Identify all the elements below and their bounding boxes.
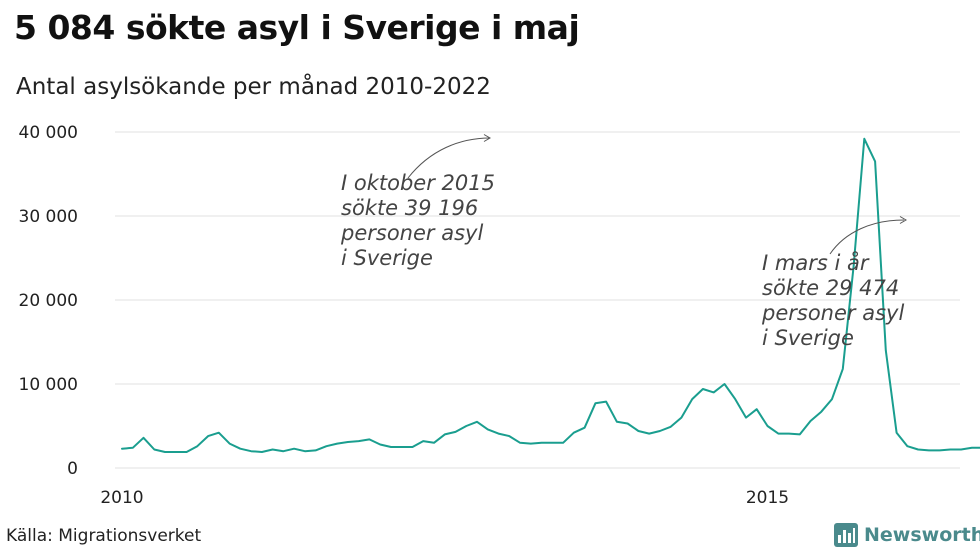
y-tick-label: 10 000 xyxy=(19,375,78,395)
annotations: I oktober 2015 sökte 39 196 personer asyl i… xyxy=(340,134,907,350)
annotation-text-0: I oktober 2015 sökte 39 196 personer asyl i… xyxy=(340,171,495,270)
x-axis-tick-labels: 201020152020 xyxy=(100,488,789,508)
x-tick-label: 2010 xyxy=(100,488,143,508)
annotation-arrowhead-0 xyxy=(483,134,491,142)
annotation-arrowhead-1 xyxy=(899,216,907,224)
bar-chart-logo-icon xyxy=(834,523,858,547)
y-axis-tick-labels: 0 10 000 20 000 30 000 40 000 xyxy=(19,123,78,479)
annotation-arrow-0 xyxy=(407,137,491,179)
annotation-arrow-1 xyxy=(829,219,905,255)
y-tick-label: 30 000 xyxy=(19,207,78,227)
source-note: Källa: Migrationsverket xyxy=(6,526,202,546)
x-tick-label: 2015 xyxy=(746,488,789,508)
y-tick-label: 0 xyxy=(67,459,78,479)
brand-name: Newsworthy xyxy=(864,524,980,546)
chart-title: 5 084 sökte asyl i Sverige i maj xyxy=(14,8,580,47)
chart-subtitle: Antal asylsökande per månad 2010-2022 xyxy=(16,74,491,100)
y-tick-label: 40 000 xyxy=(19,123,78,143)
grid-lines xyxy=(115,131,960,469)
y-tick-label: 20 000 xyxy=(19,291,78,311)
brand-logo: Newsworthy xyxy=(834,521,980,549)
asylum-seekers-line xyxy=(121,137,980,453)
annotation-text-1: I mars i år sökte 29 474 personer asyl i Sv… xyxy=(761,250,904,350)
